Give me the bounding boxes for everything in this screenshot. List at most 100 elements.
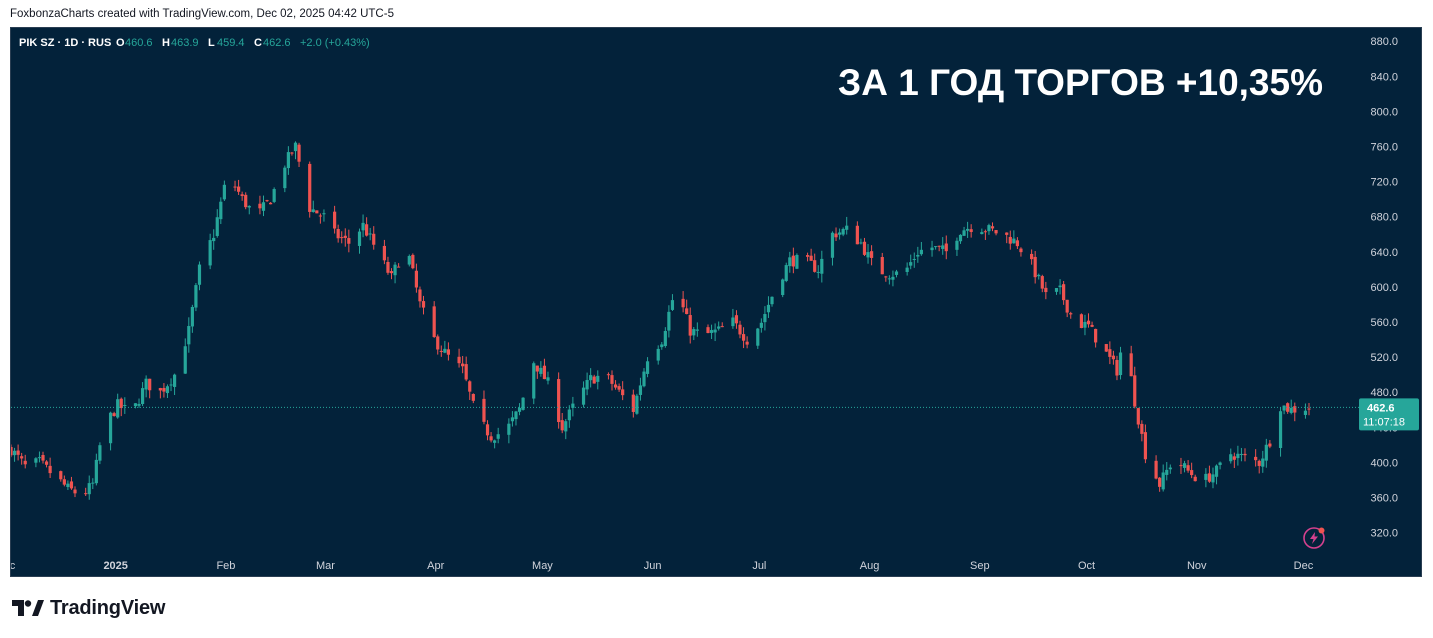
candle-body <box>695 329 699 331</box>
candle-body <box>123 404 127 406</box>
candle-body <box>660 344 664 348</box>
ohlc-close-label: C <box>254 37 262 49</box>
lightning-icon[interactable] <box>1303 527 1325 549</box>
bar-countdown: 11:07:18 <box>1363 416 1405 428</box>
headline-annotation: ЗА 1 ГОД ТОРГОВ +10,35% <box>838 62 1323 103</box>
candle-body <box>791 255 795 267</box>
candle-body <box>958 234 963 242</box>
candle-body <box>966 228 970 231</box>
candle-body <box>258 203 262 209</box>
tradingview-wordmark: TradingView <box>50 596 166 619</box>
candle-body <box>745 341 749 345</box>
price-tick-label: 400.0 <box>1370 457 1398 469</box>
candle-body <box>144 378 148 390</box>
time-tick-label: Jun <box>644 560 662 572</box>
chart-panel[interactable]: 880.0 840.0 800.0 760.0 720.0 680.0 640.0 600.0… <box>10 27 1422 577</box>
candle-body <box>1286 403 1290 412</box>
candle-body <box>1090 324 1094 327</box>
time-tick-label: Sep <box>970 560 990 572</box>
candle-body <box>269 202 273 205</box>
candle-body <box>94 459 98 484</box>
candle-body <box>1293 406 1297 413</box>
time-axis: Dec 2025 Feb Mar Apr May Jun Jul Aug Sep Oct Nov Dec <box>11 560 1314 572</box>
tradingview-logo[interactable]: TradingView <box>12 597 165 619</box>
candle-body <box>493 440 497 443</box>
candle-body <box>365 224 369 236</box>
candle-body <box>770 296 774 305</box>
symbol-label: PIK SZ · 1D · RUS <box>19 37 111 49</box>
candle-body <box>1204 473 1208 480</box>
candle-body <box>813 260 817 272</box>
candle-body <box>585 380 589 390</box>
candle-body <box>496 434 500 439</box>
candle-body <box>795 254 799 269</box>
candle-body <box>1065 299 1069 313</box>
candle-body <box>539 367 543 374</box>
candle-body <box>969 229 973 233</box>
candle-body <box>610 375 614 384</box>
candle-body <box>119 398 123 409</box>
candle-body <box>1289 407 1293 413</box>
candle-body <box>133 403 138 407</box>
candle-body <box>1264 444 1268 461</box>
price-axis: 880.0 840.0 800.0 760.0 720.0 680.0 640.0 600.0… <box>1370 36 1398 539</box>
candle-body <box>333 211 337 229</box>
candle-body <box>635 395 639 414</box>
candle-body <box>69 481 74 489</box>
time-tick-label: Apr <box>427 560 444 572</box>
candle-body <box>1104 344 1108 352</box>
candle-body <box>357 231 362 246</box>
candle-body <box>1303 410 1308 415</box>
candle-body <box>290 152 294 154</box>
candle-series <box>11 141 1311 500</box>
ohlc-close: 462.6 <box>263 37 291 49</box>
price-tick-label: 880.0 <box>1370 36 1398 48</box>
candle-body <box>937 245 941 247</box>
candle-body <box>1278 411 1283 448</box>
candle-body <box>834 233 838 238</box>
candle-body <box>606 374 611 376</box>
candle-body <box>457 356 461 364</box>
candle-body <box>841 228 845 235</box>
candle-body <box>642 371 646 387</box>
candle-body <box>208 240 212 266</box>
candle-body <box>1012 238 1016 244</box>
candle-body <box>1161 472 1165 490</box>
candle-body <box>489 436 493 441</box>
candle-body <box>1143 432 1148 460</box>
attribution-text: FoxbonzaCharts created with TradingView.… <box>10 8 394 20</box>
candle-body <box>20 456 24 459</box>
candle-body <box>596 375 600 382</box>
candle-body <box>1015 240 1019 247</box>
candle-body <box>688 315 692 336</box>
candle-body <box>1229 454 1233 462</box>
price-tick-label: 520.0 <box>1370 352 1398 364</box>
last-price-value: 462.6 <box>1367 402 1395 414</box>
candlestick-chart[interactable]: 880.0 840.0 800.0 760.0 720.0 680.0 640.0 600.0… <box>11 28 1422 577</box>
candle-body <box>461 363 465 367</box>
candle-body <box>84 493 88 495</box>
time-tick-label: May <box>532 560 553 572</box>
candle-body <box>482 398 486 422</box>
candle-body <box>564 421 568 432</box>
candle-body <box>692 329 696 336</box>
price-tick-label: 560.0 <box>1370 317 1398 329</box>
candle-body <box>1179 465 1183 467</box>
candle-body <box>194 285 198 308</box>
ohlc-legend: O 460.6 H 463.9 L 459.4 C 462.6 +2.0 (+0.43%) <box>116 37 370 49</box>
candle-body <box>962 230 966 236</box>
candle-body <box>1207 473 1212 482</box>
candle-body <box>283 167 287 189</box>
candle-body <box>1094 328 1098 343</box>
price-tick-label: 680.0 <box>1370 212 1398 224</box>
candle-body <box>464 364 468 380</box>
last-price-badge <box>1359 398 1419 431</box>
candle-body <box>994 230 998 234</box>
candle-body <box>720 326 724 328</box>
candle-body <box>219 201 223 220</box>
candle-body <box>1243 453 1247 456</box>
ohlc-high: 463.9 <box>171 37 199 49</box>
candle-body <box>1108 349 1112 357</box>
candle-body <box>272 189 276 202</box>
candle-body <box>1086 320 1091 325</box>
